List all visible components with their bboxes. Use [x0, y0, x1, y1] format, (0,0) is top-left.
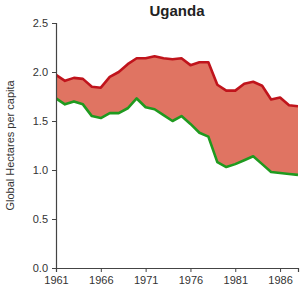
x-tick: 1981	[224, 268, 248, 286]
y-tick-label: 1.5	[33, 115, 48, 127]
y-tick: 0.0	[33, 262, 56, 274]
x-tick-mark	[101, 268, 102, 272]
y-axis-title: Global Hectares per capita	[4, 80, 16, 211]
x-tick: 1971	[134, 268, 158, 286]
y-axis-line	[52, 24, 57, 269]
y-tick: 1.0	[33, 164, 56, 176]
series-line	[56, 98, 298, 174]
x-tick-mark	[190, 268, 191, 272]
x-tick: 1986	[268, 268, 292, 286]
x-tick-label: 1986	[268, 274, 292, 286]
y-tick-label: 0.0	[33, 262, 48, 274]
y-tick-mark	[52, 170, 56, 171]
x-tick-mark	[280, 268, 281, 272]
x-axis: 1961 1966 1971 1976 1981 1986	[44, 268, 298, 286]
y-tick-mark	[52, 268, 56, 269]
x-tick-label: 1961	[44, 274, 68, 286]
area-fill	[56, 56, 298, 175]
y-tick-label: 0.5	[33, 213, 48, 225]
y-tick-label: 2.5	[33, 17, 48, 29]
x-tick-mark	[146, 268, 147, 272]
y-tick-label: 2.0	[33, 66, 48, 78]
x-axis-line	[57, 269, 299, 273]
chart-title: Uganda	[149, 2, 205, 19]
x-tick: 1976	[179, 268, 203, 286]
y-axis: 0.0 0.5 1.0 1.5 2.0 2.5	[33, 17, 57, 274]
x-tick-label: 1966	[89, 274, 113, 286]
series-line	[56, 56, 298, 106]
y-tick-mark	[52, 219, 56, 220]
chart: 1961 1966 1971 1976 1981 1986 0.0 0.5 1.0 1.5 2.0 2…	[0, 0, 302, 302]
y-tick-mark	[52, 23, 56, 24]
marks	[56, 56, 298, 175]
x-tick: 1966	[89, 268, 113, 286]
y-tick-label: 1.0	[33, 164, 48, 176]
plot-area: 1961 1966 1971 1976 1981 1986 0.0 0.5 1.0 1.5 2.0 2…	[33, 17, 299, 286]
y-tick-mark	[52, 121, 56, 122]
y-tick: 2.5	[33, 17, 56, 29]
y-tick: 0.5	[33, 213, 56, 225]
x-tick-label: 1981	[224, 274, 248, 286]
y-tick: 2.0	[33, 66, 56, 78]
x-tick-mark	[235, 268, 236, 272]
x-tick-label: 1976	[179, 274, 203, 286]
y-tick: 1.5	[33, 115, 56, 127]
x-tick-label: 1971	[134, 274, 158, 286]
y-tick-mark	[52, 72, 56, 73]
